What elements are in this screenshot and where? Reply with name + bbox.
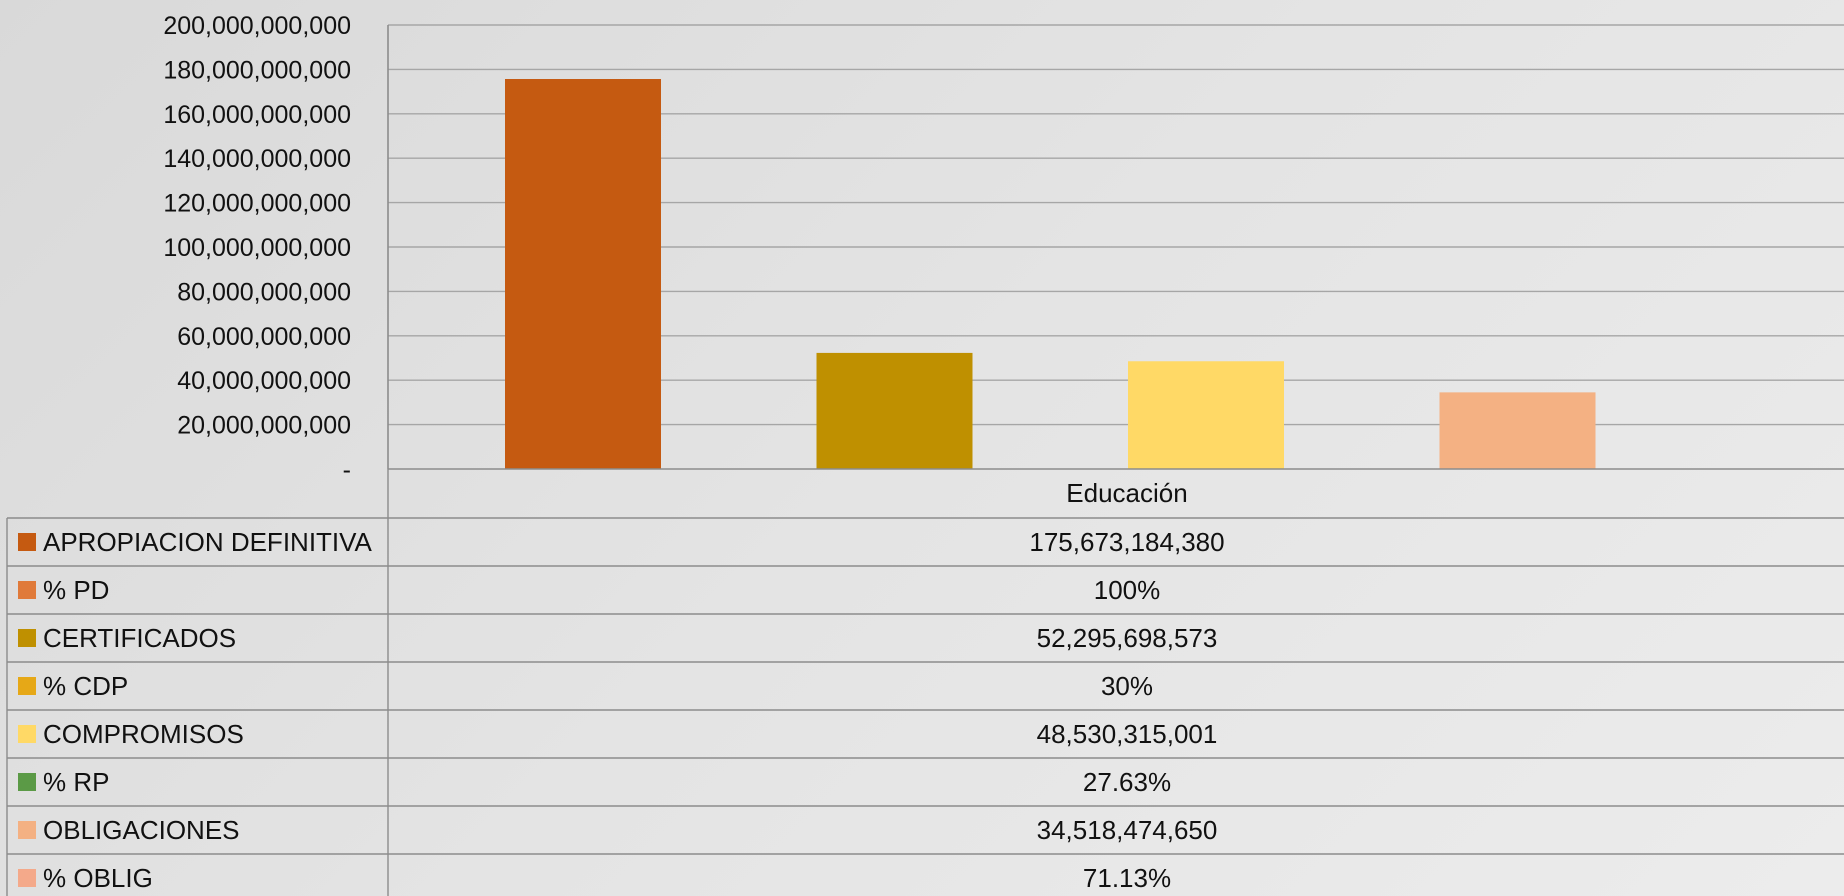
data-label: 175,673,184,380 (1029, 527, 1224, 557)
legend-swatch (18, 629, 36, 647)
legend-swatch (18, 533, 36, 551)
y-tick-label: 200,000,000,000 (163, 12, 351, 40)
bar-apropiacion-definitiva (505, 79, 661, 470)
y-tick-label: 180,000,000,000 (163, 56, 351, 84)
legend-swatch (18, 869, 36, 887)
legend-label: % CDP (43, 671, 128, 701)
y-tick-label: - (343, 456, 351, 484)
legend-label: % PD (43, 575, 109, 605)
data-label: 48,530,315,001 (1037, 719, 1218, 749)
y-axis-ticks: - 20,000,000,000 40,000,000,000 60,000,000,… (163, 12, 351, 484)
legend-swatch (18, 821, 36, 839)
data-label: 71.13% (1083, 863, 1171, 893)
bars (505, 79, 1596, 470)
data-table: Educación APROPIACION DEFINITIVA 175,673,1… (6, 469, 1844, 896)
bar-certificados (816, 352, 973, 469)
legend-label: OBLIGACIONES (43, 815, 240, 845)
data-label: 34,518,474,650 (1037, 815, 1218, 845)
y-tick-label: 100,000,000,000 (163, 234, 351, 262)
y-tick-label: 120,000,000,000 (163, 190, 351, 218)
bar-compromisos (1128, 361, 1284, 469)
y-tick-label: 140,000,000,000 (163, 145, 351, 173)
legend-label: % RP (43, 767, 109, 797)
data-label: 100% (1094, 575, 1161, 605)
legend-swatch (18, 581, 36, 599)
y-tick-label: 20,000,000,000 (177, 412, 351, 440)
bar-obligaciones (1439, 392, 1596, 469)
y-tick-label: 60,000,000,000 (177, 323, 351, 351)
y-tick-label: 40,000,000,000 (177, 367, 351, 395)
data-label: 27.63% (1083, 767, 1171, 797)
y-tick-label: 80,000,000,000 (177, 278, 351, 306)
legend-swatch (18, 677, 36, 695)
legend-label: CERTIFICADOS (43, 623, 236, 653)
axes (387, 25, 1844, 470)
category-label: Educación (1066, 478, 1187, 508)
legend-label: % OBLIG (43, 863, 153, 893)
legend-label: COMPROMISOS (43, 719, 244, 749)
data-label: 30% (1101, 671, 1153, 701)
y-tick-label: 160,000,000,000 (163, 101, 351, 129)
data-label: 52,295,698,573 (1037, 623, 1218, 653)
legend-swatch (18, 773, 36, 791)
legend-label: APROPIACION DEFINITIVA (43, 527, 373, 557)
legend-swatch (18, 725, 36, 743)
